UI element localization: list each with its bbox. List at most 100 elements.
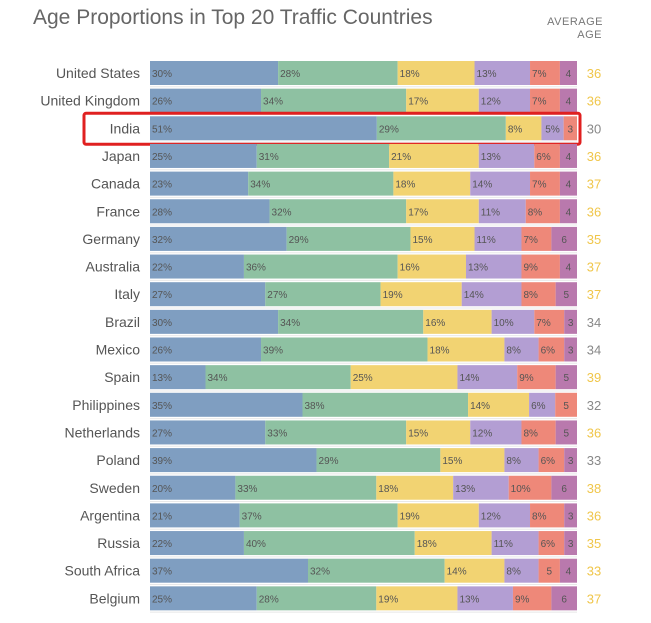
bar-segment (150, 337, 262, 362)
data-label: 8% (506, 456, 521, 467)
average-age-value: 30 (587, 121, 601, 136)
data-label: 34% (263, 97, 283, 108)
country-label: Poland (96, 452, 140, 468)
data-label: 37% (152, 567, 172, 578)
bar-segment (278, 61, 398, 85)
data-label: 5% (545, 124, 560, 135)
data-label: 6% (541, 456, 556, 467)
average-age-header-unit: AGE (577, 29, 602, 41)
bar-segment (243, 531, 415, 556)
bar-segment (406, 420, 471, 445)
data-label: 32% (152, 235, 172, 246)
data-label: 5 (564, 373, 570, 384)
country-label: Italy (114, 286, 140, 302)
bar-segment (504, 337, 539, 362)
data-label: 8% (508, 124, 523, 135)
bar-segment (150, 475, 236, 500)
data-label: 8% (532, 511, 547, 522)
bar-segment (444, 558, 505, 583)
data-label: 5 (564, 428, 570, 439)
bar-segment (261, 337, 428, 362)
bar-segment (521, 254, 560, 279)
country-label: Mexico (96, 342, 141, 358)
data-label: 13% (455, 484, 475, 495)
bar-segment (205, 365, 351, 390)
bar-segment (150, 448, 317, 473)
data-label: 32% (310, 567, 330, 578)
average-age-value: 35 (587, 536, 601, 551)
average-age-value: 32 (587, 398, 601, 413)
average-age-value: 34 (587, 315, 601, 330)
data-label: 16% (425, 318, 445, 329)
bar-segment (150, 116, 377, 141)
average-age-value: 39 (587, 370, 601, 385)
data-label: 18% (417, 539, 437, 550)
data-label: 30% (152, 318, 172, 329)
data-label: 5 (563, 401, 569, 412)
country-label: Spain (104, 369, 140, 385)
bar-segment (564, 503, 577, 528)
data-label: 7% (523, 235, 538, 246)
average-age-value: 37 (587, 177, 601, 192)
data-label: 27% (152, 428, 172, 439)
average-age-value: 37 (587, 260, 601, 275)
country-label: United States (56, 65, 140, 81)
data-label: 4 (566, 69, 572, 80)
average-age-value: 33 (587, 564, 601, 579)
data-label: 11% (494, 539, 513, 550)
data-label: 18% (378, 484, 398, 495)
data-label: 7% (536, 318, 551, 329)
average-age-value: 38 (587, 481, 601, 496)
bar-segment (427, 337, 505, 362)
data-label: 34% (250, 180, 270, 191)
data-label: 20% (152, 484, 172, 495)
bar-segment (150, 171, 249, 196)
data-label: 34% (208, 373, 228, 384)
data-label: 33% (237, 484, 257, 495)
bar-segment (265, 420, 407, 445)
bar-segment (512, 586, 552, 611)
data-label: 13% (477, 69, 497, 80)
bar-segment (478, 143, 535, 168)
bar-segment (150, 531, 244, 556)
bar-segment (551, 586, 577, 611)
average-age-value: 37 (587, 287, 601, 302)
bar-segment (559, 88, 577, 113)
bar-segment (521, 282, 556, 307)
data-label: 7% (532, 69, 547, 80)
data-label: 9% (515, 594, 530, 605)
bar-segment (150, 503, 240, 528)
bar-segment (564, 531, 577, 556)
bar-segment (150, 254, 244, 279)
bar-segment (261, 88, 407, 113)
bar-segment (350, 365, 458, 390)
data-label: 14% (464, 290, 484, 301)
chart-title: Age Proportions in Top 20 Traffic Countr… (33, 6, 433, 29)
bar-segment (256, 586, 377, 611)
bar-segment (504, 558, 539, 583)
country-label: Sweden (89, 480, 140, 496)
bar-segment (150, 88, 262, 113)
bar-segment (525, 199, 560, 224)
data-label: 34% (280, 318, 300, 329)
data-label: 3 (568, 456, 574, 467)
bar-segment (278, 309, 424, 334)
average-age-value: 35 (587, 232, 601, 247)
bar-segment (555, 420, 577, 445)
data-label: 18% (400, 69, 420, 80)
bar-segment (508, 475, 552, 500)
bar-segment (248, 171, 394, 196)
data-label: 6% (541, 539, 556, 550)
data-label: 14% (447, 567, 467, 578)
bar-segment (478, 503, 531, 528)
bar-segment (530, 61, 560, 85)
bar-segment (563, 116, 577, 141)
data-label: 10% (511, 484, 531, 495)
data-label: 7% (532, 97, 547, 108)
bar-segment (265, 282, 381, 307)
bar-segment (453, 475, 509, 500)
bar-segment (541, 116, 564, 141)
bar-segment (555, 392, 577, 417)
bar-segment (465, 254, 522, 279)
data-label: 38% (305, 401, 325, 412)
